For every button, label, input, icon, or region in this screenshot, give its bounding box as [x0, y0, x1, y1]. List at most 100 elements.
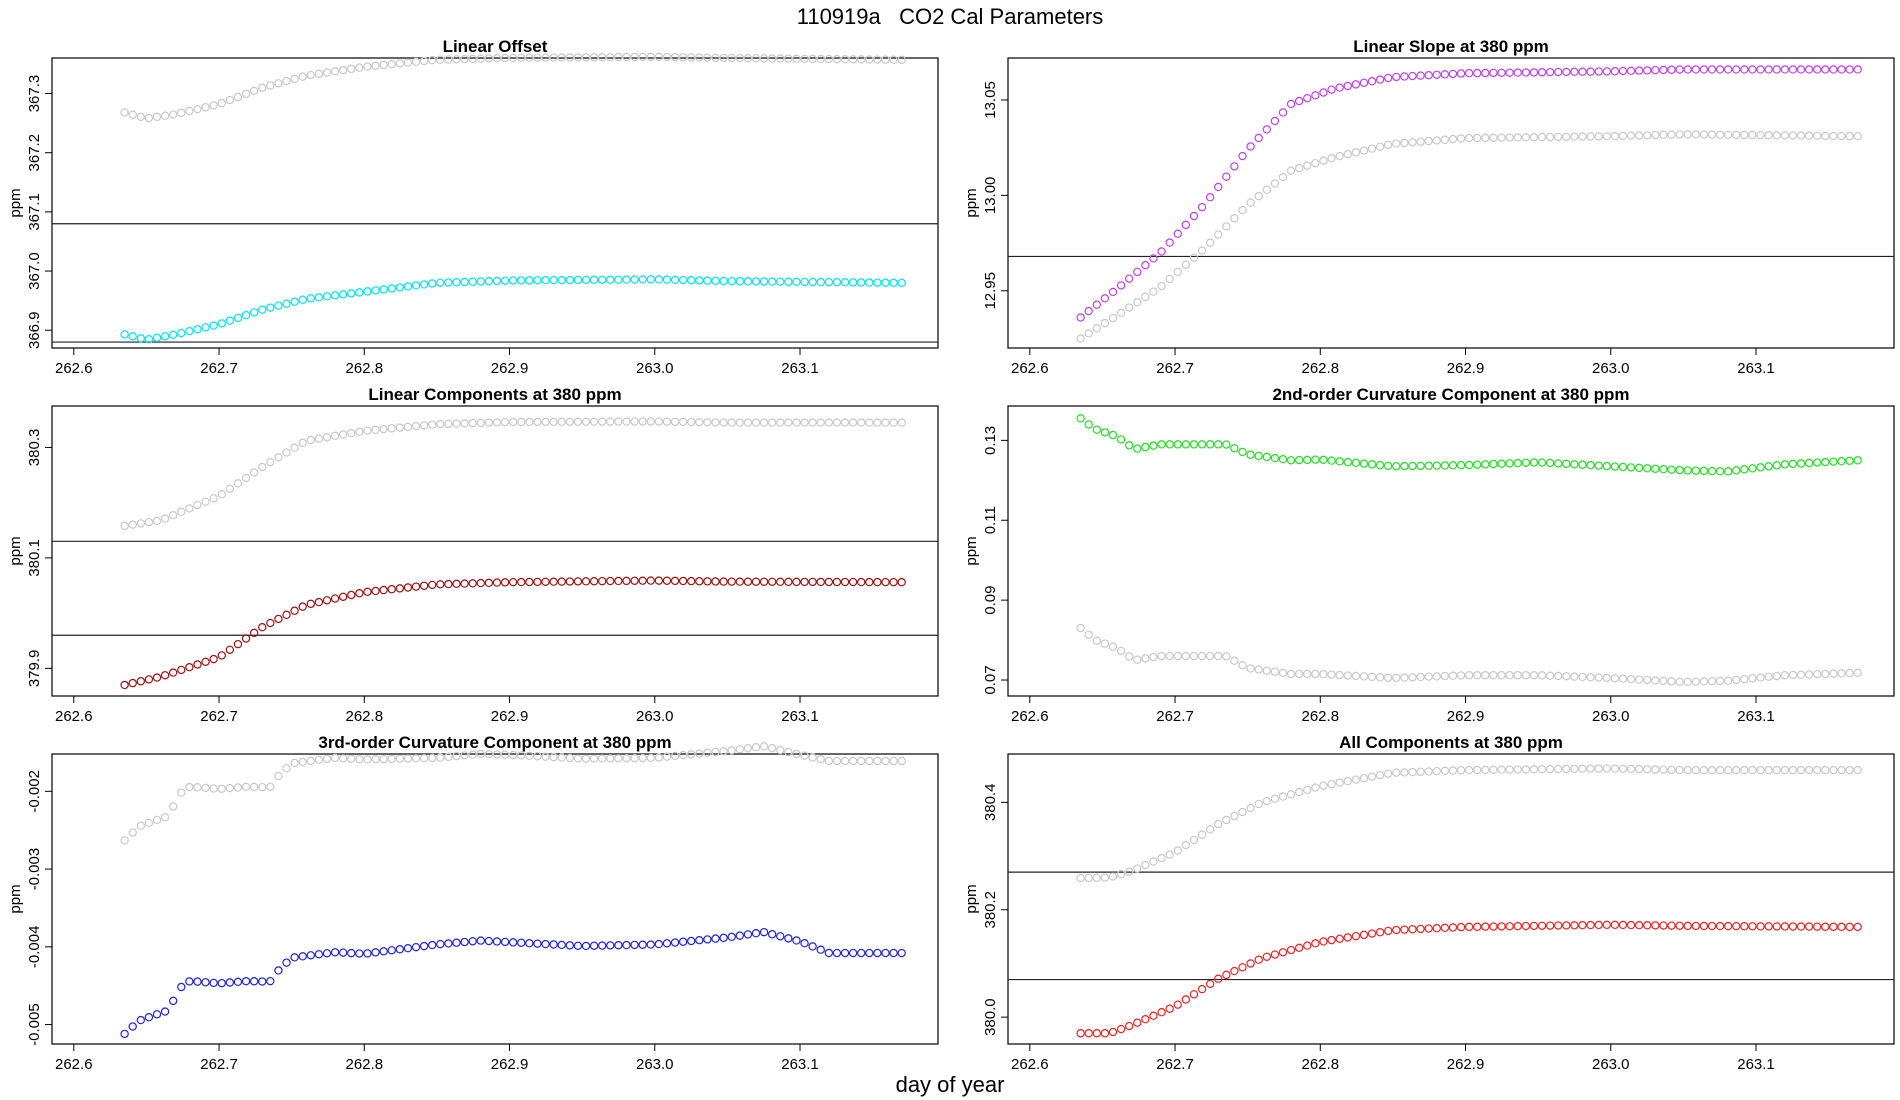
data-point: [225, 316, 235, 325]
data-point: [703, 748, 712, 758]
x-tick-label: 263.1: [781, 708, 819, 725]
data-point: [1610, 920, 1620, 930]
data-point: [1537, 68, 1547, 77]
data-point: [565, 275, 575, 285]
data-point: [274, 771, 283, 781]
data-point: [395, 59, 405, 68]
data-point: [1553, 921, 1563, 930]
data-point: [1481, 133, 1490, 143]
data-point: [654, 753, 664, 762]
data-point: [241, 782, 251, 792]
data-point: [614, 754, 623, 763]
y-tick-label: 0.09: [982, 586, 999, 615]
data-point: [508, 938, 518, 947]
data-point: [889, 55, 898, 64]
data-point: [338, 430, 348, 439]
data-point: [1602, 673, 1611, 683]
data-point: [249, 308, 259, 317]
data-point: [1392, 673, 1401, 683]
data-point: [1286, 945, 1296, 955]
data-point: [840, 54, 850, 64]
data-point: [177, 665, 186, 675]
data-point: [525, 577, 534, 587]
data-point: [1270, 950, 1280, 959]
data-point: [1278, 792, 1288, 801]
data-point: [767, 277, 777, 286]
data-point: [1659, 465, 1668, 474]
data-point: [1610, 674, 1620, 683]
data-point: [881, 756, 890, 766]
data-point: [1796, 922, 1806, 931]
series-current: [1076, 920, 1862, 1038]
data-point: [1238, 447, 1247, 457]
data-point: [1553, 459, 1563, 468]
data-point: [557, 417, 566, 427]
data-point: [1837, 457, 1846, 466]
x-tick-label: 262.8: [346, 708, 384, 725]
data-point: [1092, 636, 1102, 645]
data-point: [784, 577, 793, 587]
data-point: [136, 677, 146, 686]
data-point: [476, 418, 485, 428]
data-point: [1675, 465, 1684, 475]
data-point: [703, 577, 712, 586]
data-point: [832, 278, 842, 287]
data-point: [557, 940, 566, 950]
data-point: [1448, 766, 1458, 775]
data-point: [298, 72, 307, 81]
data-point: [1545, 132, 1555, 142]
data-point: [1294, 163, 1304, 173]
data-point: [1796, 459, 1806, 468]
data-point: [662, 52, 672, 62]
data-point: [1311, 455, 1320, 464]
data-point: [1756, 922, 1765, 931]
data-point: [1149, 1011, 1158, 1020]
data-point: [1108, 1027, 1118, 1037]
data-point: [751, 418, 761, 427]
data-point: [1351, 80, 1361, 89]
data-point: [1400, 673, 1409, 682]
data-point: [1116, 435, 1126, 444]
data-point: [533, 577, 542, 587]
data-point: [1521, 921, 1531, 931]
data-point: [1424, 70, 1433, 80]
data-point: [873, 418, 882, 427]
data-point: [541, 577, 550, 586]
data-point: [1643, 464, 1652, 473]
data-point: [1173, 846, 1182, 855]
data-point: [347, 64, 356, 74]
data-point: [347, 289, 356, 298]
data-point: [1262, 666, 1271, 675]
data-point: [136, 334, 146, 343]
data-point: [1197, 440, 1207, 449]
data-point: [1610, 67, 1620, 76]
data-point: [1124, 867, 1134, 876]
data-point: [1821, 922, 1830, 931]
data-point: [1286, 669, 1296, 679]
data-point: [1723, 921, 1733, 931]
data-point: [1780, 460, 1790, 469]
data-point: [1481, 68, 1490, 78]
data-point: [290, 297, 299, 306]
data-point: [557, 53, 566, 62]
data-point: [1262, 452, 1271, 462]
y-tick-label: 0.13: [982, 426, 999, 455]
data-point: [1294, 96, 1304, 106]
data-point: [1214, 974, 1223, 983]
data-point: [606, 754, 615, 763]
data-point: [484, 418, 494, 427]
data-point: [1165, 440, 1174, 449]
data-point: [735, 277, 744, 286]
data-point: [371, 755, 380, 764]
data-point: [1659, 765, 1668, 774]
data-point: [517, 53, 526, 63]
data-point: [581, 53, 591, 62]
data-point: [800, 577, 809, 587]
data-point: [160, 111, 170, 120]
data-point: [1570, 132, 1579, 141]
data-point: [1578, 132, 1587, 141]
data-point: [1278, 668, 1288, 678]
x-tick-label: 262.9: [1447, 360, 1485, 377]
data-point: [517, 938, 526, 947]
